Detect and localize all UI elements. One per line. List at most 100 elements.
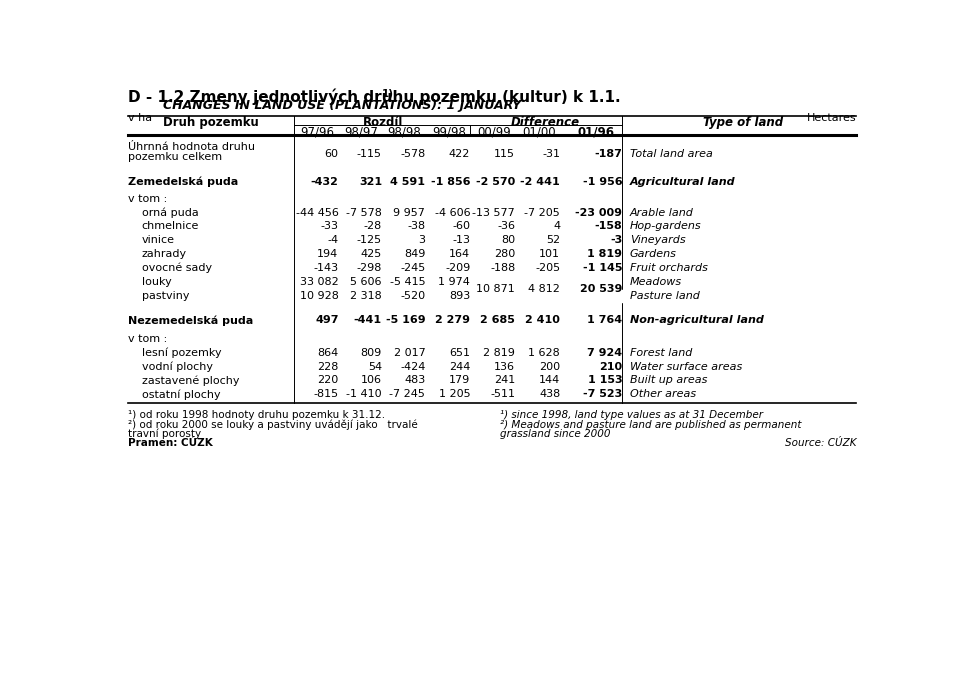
Text: Rozdíl: Rozdíl — [363, 117, 404, 129]
Text: 4: 4 — [553, 222, 561, 231]
Text: 864: 864 — [318, 348, 339, 358]
Text: 4 812: 4 812 — [528, 290, 561, 301]
Text: 244: 244 — [449, 361, 470, 371]
Text: louky: louky — [142, 277, 172, 287]
Text: 194: 194 — [318, 249, 339, 259]
Text: 164: 164 — [449, 249, 470, 259]
Text: -7 578: -7 578 — [346, 208, 382, 218]
Text: ¹) od roku 1998 hodnoty druhu pozemku k 31.12.: ¹) od roku 1998 hodnoty druhu pozemku k … — [128, 410, 385, 421]
Text: -209: -209 — [445, 263, 470, 273]
Text: 80: 80 — [501, 235, 516, 245]
Text: 651: 651 — [449, 348, 470, 358]
Text: 849: 849 — [404, 249, 425, 259]
Text: 2 410: 2 410 — [525, 315, 561, 326]
Text: -1 856: -1 856 — [431, 177, 470, 187]
Text: vinice: vinice — [142, 235, 175, 245]
Text: 52: 52 — [546, 235, 561, 245]
Text: 20 539: 20 539 — [580, 290, 622, 301]
Text: 1 628: 1 628 — [528, 348, 561, 358]
Text: 1 819: 1 819 — [588, 249, 622, 259]
Text: Water surface areas: Water surface areas — [630, 361, 742, 371]
Text: -60: -60 — [452, 222, 470, 231]
Text: 97/96: 97/96 — [300, 125, 335, 139]
Text: Agricultural land: Agricultural land — [630, 177, 735, 187]
Text: 2 017: 2 017 — [394, 348, 425, 358]
Text: -5 169: -5 169 — [386, 315, 425, 326]
Text: -143: -143 — [313, 263, 339, 273]
Text: -520: -520 — [400, 290, 425, 301]
Text: -4: -4 — [327, 235, 339, 245]
Text: 1 153: 1 153 — [588, 375, 622, 386]
Text: -115: -115 — [357, 149, 382, 159]
Text: 1 205: 1 205 — [439, 390, 470, 399]
Text: 10 871: 10 871 — [476, 290, 516, 301]
Text: pastviny: pastviny — [142, 290, 189, 301]
Text: -125: -125 — [357, 235, 382, 245]
Text: -245: -245 — [400, 263, 425, 273]
Text: 210: 210 — [599, 361, 622, 371]
Text: Type of land: Type of land — [703, 117, 783, 129]
Text: orná puda: orná puda — [142, 208, 199, 218]
Text: 106: 106 — [361, 375, 382, 386]
Text: -36: -36 — [497, 222, 516, 231]
Text: 9 957: 9 957 — [394, 208, 425, 218]
Text: 179: 179 — [449, 375, 470, 386]
Text: 98/97: 98/97 — [344, 125, 378, 139]
Text: -7 205: -7 205 — [524, 208, 561, 218]
Text: Gardens: Gardens — [630, 249, 677, 259]
Text: -3: -3 — [610, 235, 622, 245]
Text: travní porosty: travní porosty — [128, 429, 201, 439]
Text: 10 928: 10 928 — [300, 290, 339, 301]
Text: 136: 136 — [494, 361, 516, 371]
Text: 228: 228 — [317, 361, 339, 371]
Text: 220: 220 — [318, 375, 339, 386]
Text: 7 924: 7 924 — [588, 348, 622, 358]
Text: Other areas: Other areas — [630, 390, 696, 399]
Text: -44 456: -44 456 — [296, 208, 339, 218]
Text: 893: 893 — [449, 290, 470, 301]
Text: Arable land: Arable land — [630, 208, 694, 218]
Text: -4 606: -4 606 — [435, 208, 470, 218]
Text: 1 974: 1 974 — [439, 277, 470, 287]
Text: Hop-gardens: Hop-gardens — [630, 222, 702, 231]
Text: 438: 438 — [539, 390, 561, 399]
Text: 2 318: 2 318 — [350, 290, 382, 301]
Text: Pramen: CÚZK: Pramen: CÚZK — [128, 438, 212, 448]
Text: 4 591: 4 591 — [391, 177, 425, 187]
Text: 144: 144 — [539, 375, 561, 386]
Text: D - 1.2 Zmeny jednotlivých druhu pozemku (kultur) k 1.1.: D - 1.2 Zmeny jednotlivých druhu pozemku… — [128, 88, 620, 105]
Text: Non-agricultural land: Non-agricultural land — [630, 315, 764, 326]
Text: -5 415: -5 415 — [390, 277, 425, 287]
Text: -424: -424 — [400, 361, 425, 371]
Text: 1 764: 1 764 — [588, 315, 622, 326]
Text: pozemku celkem: pozemku celkem — [128, 152, 222, 162]
Text: -33: -33 — [321, 222, 339, 231]
Text: Difference: Difference — [511, 117, 580, 129]
Text: zahrady: zahrady — [142, 249, 187, 259]
Text: -158: -158 — [594, 222, 622, 231]
Text: -188: -188 — [490, 263, 516, 273]
Text: 10 871: 10 871 — [476, 284, 516, 294]
Text: Meadows: Meadows — [630, 277, 682, 287]
Text: Hectares: Hectares — [806, 113, 856, 123]
Text: 115: 115 — [494, 149, 516, 159]
Text: v tom :: v tom : — [128, 334, 167, 344]
Text: 33 082: 33 082 — [300, 277, 339, 287]
Text: 101: 101 — [540, 249, 561, 259]
Text: Vineyards: Vineyards — [630, 235, 685, 245]
Text: 60: 60 — [324, 149, 339, 159]
Text: 98/98: 98/98 — [388, 125, 421, 139]
Text: -511: -511 — [491, 390, 516, 399]
Text: ostatní plochy: ostatní plochy — [142, 389, 221, 400]
Text: 200: 200 — [540, 361, 561, 371]
Text: 3: 3 — [419, 235, 425, 245]
Text: -13: -13 — [452, 235, 470, 245]
Text: CHANGES IN LAND USE (PLANTATIONS): 1 JANUARY: CHANGES IN LAND USE (PLANTATIONS): 1 JAN… — [162, 99, 520, 113]
Text: 809: 809 — [361, 348, 382, 358]
Text: 00/99: 00/99 — [477, 125, 511, 139]
Text: -205: -205 — [535, 263, 561, 273]
Text: v ha: v ha — [128, 113, 152, 123]
Text: -7 523: -7 523 — [583, 390, 622, 399]
Text: 4 812: 4 812 — [528, 284, 561, 294]
Text: Built up areas: Built up areas — [630, 375, 708, 386]
